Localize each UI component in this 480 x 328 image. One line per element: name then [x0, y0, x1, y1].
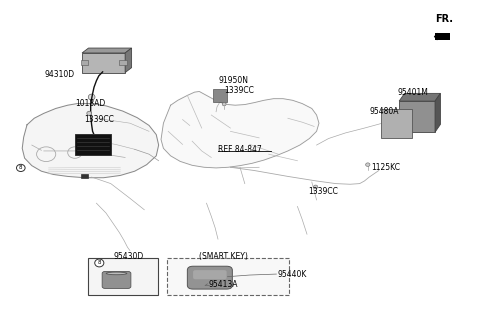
Text: REF 84-847: REF 84-847: [218, 145, 262, 154]
Text: 1339CC: 1339CC: [224, 86, 254, 95]
Polygon shape: [22, 104, 158, 178]
Text: 95430D: 95430D: [113, 252, 144, 261]
Text: 94310D: 94310D: [45, 70, 75, 79]
Text: 8: 8: [19, 165, 23, 171]
Ellipse shape: [366, 163, 370, 166]
Ellipse shape: [16, 164, 25, 172]
Ellipse shape: [313, 185, 318, 189]
Polygon shape: [399, 93, 441, 101]
Ellipse shape: [222, 103, 226, 106]
Polygon shape: [82, 53, 125, 72]
Polygon shape: [75, 134, 111, 154]
FancyBboxPatch shape: [193, 270, 227, 279]
Polygon shape: [82, 48, 132, 53]
Polygon shape: [381, 109, 412, 138]
Text: 95440K: 95440K: [277, 270, 307, 279]
Ellipse shape: [88, 94, 95, 100]
Text: 91950N: 91950N: [218, 76, 249, 85]
Text: 95480A: 95480A: [369, 107, 399, 116]
FancyBboxPatch shape: [213, 89, 227, 102]
Text: 95413A: 95413A: [209, 280, 239, 289]
Bar: [81, 174, 88, 178]
Polygon shape: [434, 33, 437, 41]
Text: FR.: FR.: [435, 14, 453, 24]
Text: 1339CC: 1339CC: [84, 115, 114, 124]
FancyBboxPatch shape: [102, 272, 131, 288]
Text: 95401M: 95401M: [398, 88, 429, 97]
Text: 8: 8: [97, 260, 101, 265]
Polygon shape: [435, 33, 450, 40]
Text: 1339CC: 1339CC: [309, 187, 338, 196]
Text: (SMART KEY): (SMART KEY): [199, 252, 248, 261]
FancyBboxPatch shape: [167, 258, 289, 295]
FancyBboxPatch shape: [88, 258, 157, 295]
Ellipse shape: [95, 259, 104, 267]
Polygon shape: [399, 101, 435, 132]
Ellipse shape: [87, 111, 92, 115]
Polygon shape: [435, 93, 441, 132]
Ellipse shape: [106, 272, 127, 275]
FancyBboxPatch shape: [119, 60, 127, 65]
Polygon shape: [161, 92, 319, 168]
Text: 1125KC: 1125KC: [372, 163, 401, 172]
Polygon shape: [125, 48, 132, 72]
FancyBboxPatch shape: [81, 60, 88, 65]
Text: 1018AD: 1018AD: [75, 99, 105, 108]
FancyBboxPatch shape: [187, 266, 232, 289]
